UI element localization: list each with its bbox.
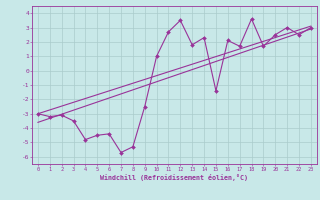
X-axis label: Windchill (Refroidissement éolien,°C): Windchill (Refroidissement éolien,°C) bbox=[100, 174, 248, 181]
